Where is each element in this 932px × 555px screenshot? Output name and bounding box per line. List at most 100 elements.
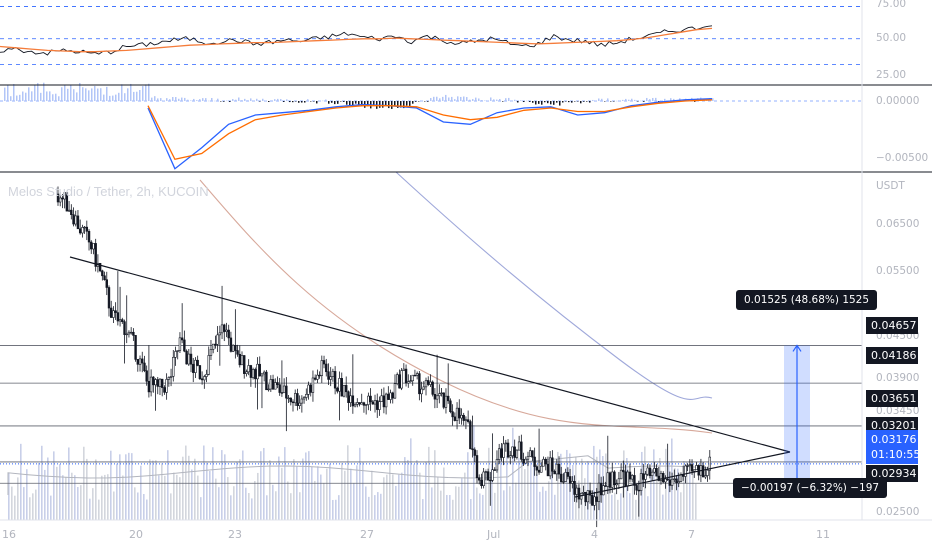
volume-bar — [695, 483, 697, 520]
volume-bar — [251, 498, 253, 520]
macd-histogram-bar — [100, 88, 102, 101]
current-price-tag[interactable]: 0.03176 01:10:55 — [866, 430, 920, 464]
volume-bar — [590, 494, 592, 520]
candle-body — [500, 448, 503, 458]
volume-bar — [407, 459, 409, 520]
level-price-tag[interactable]: 0.03201 — [866, 417, 918, 434]
candle-body — [380, 395, 383, 402]
macd-histogram-bar — [145, 84, 147, 101]
level-price-tag[interactable]: 0.04186 — [866, 347, 918, 364]
rsi-ma-line — [0, 27, 713, 53]
macd-line — [147, 98, 713, 170]
candle-body — [593, 496, 596, 506]
macd-histogram-bar — [7, 84, 9, 101]
volume-bar — [332, 499, 334, 520]
macd-histogram-bar — [127, 88, 129, 101]
volume-bar — [77, 486, 79, 520]
candle-body — [127, 331, 131, 335]
volume-bar — [533, 456, 535, 520]
volume-bar — [632, 478, 634, 520]
macd-histogram-bar — [31, 91, 33, 101]
candle-body — [557, 463, 561, 475]
candle-body — [90, 241, 93, 250]
macd-histogram-bar — [310, 101, 312, 102]
macd-histogram-bar — [583, 101, 585, 102]
macd-histogram-bar — [142, 86, 144, 101]
candle-body — [611, 471, 614, 488]
macd-histogram-bar — [439, 98, 441, 101]
candle-body — [409, 380, 412, 382]
candle-body — [701, 465, 705, 478]
macd-histogram-bar — [403, 101, 405, 109]
macd-histogram-bar — [55, 93, 57, 101]
volume-bar — [299, 492, 301, 520]
macd-histogram-bar — [478, 98, 480, 101]
macd-histogram-bar — [469, 99, 471, 101]
candle-body — [220, 324, 224, 334]
candle-body — [471, 448, 474, 451]
level-price-tag[interactable]: 0.02934 — [866, 465, 918, 482]
candle-body — [107, 287, 111, 309]
macd-histogram-bar — [298, 101, 300, 103]
volume-bar — [329, 463, 331, 520]
macd-histogram-bar — [166, 98, 168, 101]
macd-histogram-bar — [295, 101, 297, 102]
volume-bar — [395, 485, 397, 520]
volume-bar — [650, 468, 652, 520]
volume-bar — [422, 499, 424, 520]
candle-body — [402, 368, 406, 371]
volume-bar — [611, 494, 613, 520]
volume-bar — [467, 452, 469, 520]
macd-histogram-bar — [61, 87, 63, 101]
macd-histogram-bar — [589, 101, 591, 103]
macd-histogram-bar — [544, 101, 546, 103]
volume-bar — [497, 458, 499, 520]
macd-tick-label: 0.00000 — [876, 95, 920, 107]
candle-body — [336, 387, 339, 392]
candle-body — [553, 470, 556, 475]
macd-histogram-bar — [118, 92, 120, 101]
candle-body — [225, 329, 228, 332]
candle-body — [240, 355, 244, 366]
macd-histogram-bar — [13, 84, 15, 101]
moving-averages-layer — [199, 171, 713, 434]
level-price-tag[interactable]: 0.03651 — [866, 390, 918, 407]
candle-body — [176, 350, 179, 352]
macd-histogram-bar — [586, 101, 588, 102]
candle-body — [74, 215, 77, 225]
macd-histogram-bar — [280, 99, 282, 101]
candle-body — [118, 319, 122, 322]
candle-body — [172, 357, 175, 377]
macd-histogram-bar — [112, 95, 114, 101]
volume-bar — [227, 477, 229, 520]
volume-bar — [419, 472, 421, 520]
macd-histogram-bar — [535, 101, 537, 105]
macd-histogram-bar — [190, 100, 192, 101]
macd-histogram-bar — [178, 98, 180, 101]
volume-bar — [353, 482, 355, 520]
macd-histogram-bar — [106, 86, 108, 101]
volume-bar — [473, 425, 475, 520]
volume-bar — [416, 460, 418, 520]
level-price-tag[interactable]: 0.04657 — [866, 317, 918, 334]
volume-bar — [686, 461, 688, 520]
measure-down-callout[interactable]: −0.00197 (−6.32%) −197 — [733, 478, 888, 498]
macd-histogram-bar — [496, 99, 498, 101]
measure-up-callout[interactable]: 0.01525 (48.68%) 1525 — [736, 290, 878, 310]
macd-histogram-bar — [664, 98, 666, 101]
macd-histogram-bar — [487, 100, 489, 102]
macd-histogram-bar — [652, 97, 654, 101]
volume-bar — [188, 455, 190, 520]
candle-body — [296, 393, 299, 406]
volume-bar — [554, 494, 556, 520]
volume-bar — [548, 481, 550, 520]
volume-bar — [530, 462, 532, 520]
candle-body — [291, 401, 295, 404]
measure-tool-layer — [784, 344, 810, 484]
candle-body — [520, 441, 523, 460]
volume-bar — [614, 492, 616, 520]
macd-histogram-bar — [670, 98, 672, 101]
candle-body — [504, 442, 508, 445]
candle-body — [274, 382, 277, 390]
